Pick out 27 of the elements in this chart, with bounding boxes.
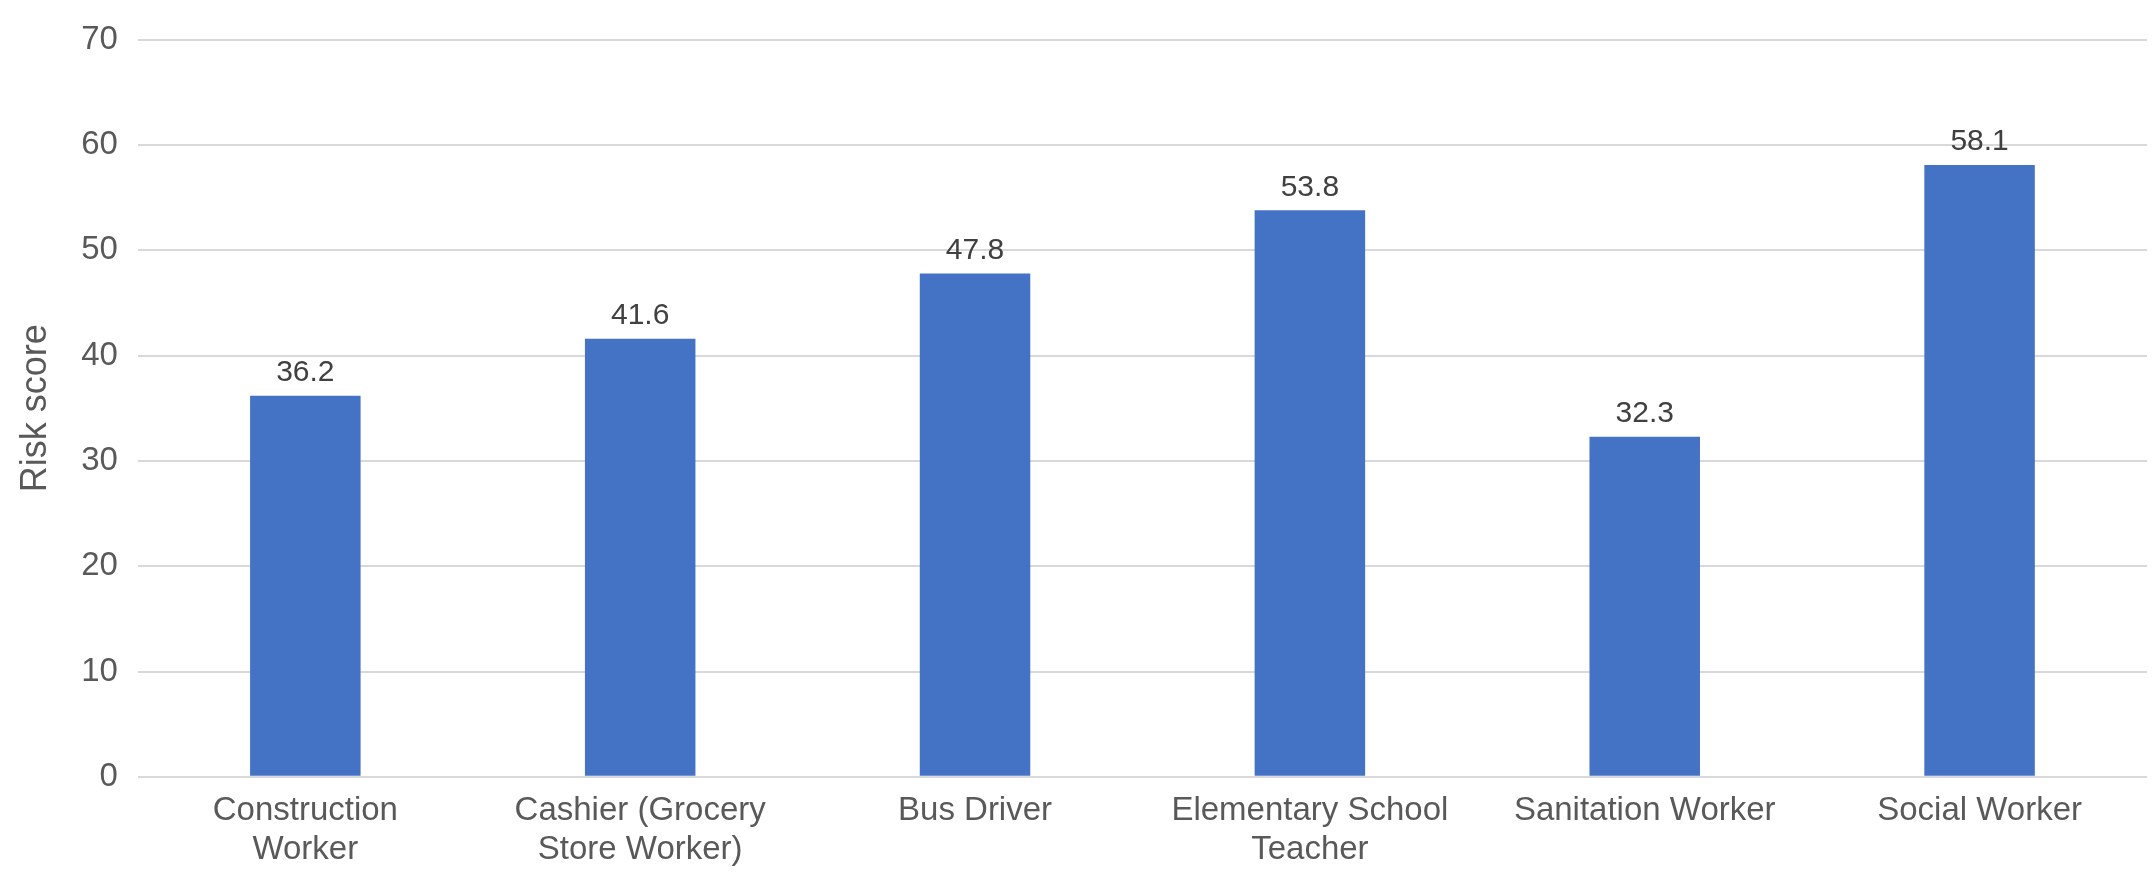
data-label: 53.8: [1280, 168, 1340, 202]
y-tick-label: 30: [81, 440, 118, 478]
data-label: 58.1: [1950, 123, 2009, 157]
bar: [919, 273, 1031, 776]
data-label: 47.8: [945, 231, 1005, 265]
data-label: 41.6: [610, 297, 670, 331]
y-tick-label: 10: [81, 650, 118, 688]
y-tick-label: 20: [81, 545, 118, 583]
data-label: 36.2: [276, 353, 335, 387]
y-axis-title: Risk score: [12, 324, 54, 493]
x-tick-label: Construction Worker: [212, 789, 398, 867]
y-tick-label: 50: [81, 229, 118, 267]
y-tick-label: 60: [81, 124, 118, 162]
y-tick-label: 70: [81, 18, 118, 56]
y-tick-label: 40: [81, 334, 118, 372]
x-tick-label: Cashier (Grocery Store Worker): [514, 789, 767, 867]
bar: [1924, 165, 2035, 776]
x-tick-label: Bus Driver: [898, 789, 1053, 827]
x-tick-label: Elementary School Teacher: [1171, 789, 1449, 867]
data-label: 32.3: [1615, 394, 1674, 428]
bar: [1254, 210, 1366, 776]
y-tick-label: 0: [99, 755, 118, 793]
x-tick-label: Social Worker: [1877, 789, 2082, 827]
bar: [1589, 436, 1700, 776]
x-tick-label: Sanitation Worker: [1513, 789, 1776, 827]
bar: [584, 338, 696, 776]
bar: [250, 395, 361, 776]
